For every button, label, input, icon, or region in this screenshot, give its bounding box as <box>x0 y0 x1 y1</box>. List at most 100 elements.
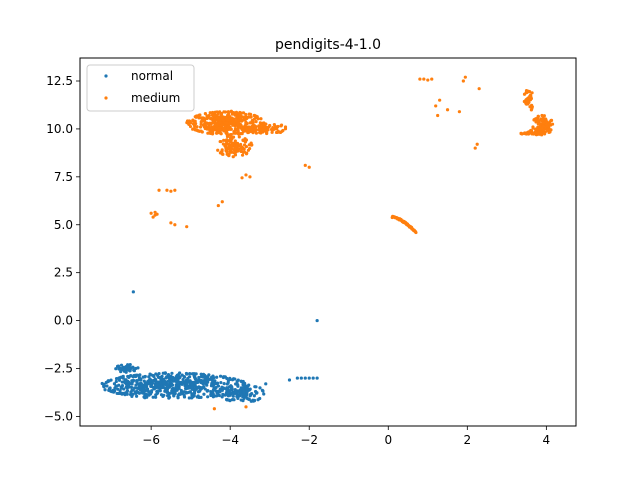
point-normal <box>197 375 201 380</box>
point-normal <box>166 394 170 398</box>
point-medium <box>542 114 546 118</box>
point-normal <box>188 390 192 394</box>
point-normal <box>220 385 224 389</box>
point-normal <box>261 389 265 393</box>
point-normal <box>252 394 256 398</box>
point-normal <box>157 372 161 376</box>
point-medium <box>205 116 209 121</box>
point-medium <box>253 113 257 118</box>
point-normal <box>170 391 174 395</box>
point-normal <box>215 375 219 379</box>
point-medium <box>438 98 442 102</box>
point-normal <box>108 386 112 390</box>
point-normal <box>212 381 217 386</box>
point-medium <box>258 130 262 135</box>
point-medium <box>173 188 177 192</box>
point-normal <box>160 385 164 390</box>
point-normal <box>228 388 232 392</box>
point-normal <box>120 384 125 388</box>
point-normal <box>128 381 132 386</box>
point-normal <box>217 393 221 398</box>
y-tick-label: −2.5 <box>44 362 73 376</box>
point-normal <box>299 376 303 380</box>
point-normal <box>214 394 218 398</box>
point-normal <box>155 383 159 387</box>
point-normal <box>178 392 182 396</box>
point-medium <box>169 221 173 225</box>
point-medium <box>220 123 224 127</box>
x-axis: −6 −4 −2 0 2 4 <box>142 426 550 447</box>
point-normal <box>105 384 109 388</box>
point-medium <box>225 134 230 139</box>
point-normal <box>173 376 177 381</box>
y-tick-label: −5.0 <box>44 409 73 423</box>
point-normal <box>245 387 249 391</box>
point-normal <box>148 372 152 376</box>
point-medium <box>208 121 212 125</box>
point-medium <box>536 114 540 118</box>
point-medium <box>157 188 161 192</box>
point-normal <box>143 385 147 389</box>
x-tick-label: −2 <box>300 433 318 447</box>
point-normal <box>226 394 231 398</box>
legend-label-medium: medium <box>131 91 180 105</box>
point-normal <box>142 379 146 383</box>
point-medium <box>233 153 238 157</box>
point-medium <box>215 110 219 114</box>
y-tick-label: 10.0 <box>46 122 73 136</box>
point-medium <box>203 123 208 128</box>
point-medium <box>540 113 544 118</box>
point-medium <box>211 125 215 129</box>
point-medium <box>544 120 549 124</box>
legend-box <box>86 64 195 112</box>
point-medium <box>220 200 224 204</box>
point-normal <box>187 375 192 379</box>
point-normal <box>144 392 148 396</box>
point-medium <box>198 125 203 129</box>
point-medium <box>248 146 252 151</box>
point-medium <box>218 128 222 133</box>
point-normal <box>135 386 139 390</box>
point-medium <box>548 130 552 134</box>
point-normal <box>199 395 203 399</box>
point-normal <box>216 384 221 388</box>
point-medium <box>436 113 440 118</box>
point-medium <box>541 124 545 128</box>
point-medium <box>475 142 479 146</box>
point-medium <box>169 189 173 193</box>
point-medium <box>173 223 177 227</box>
point-medium <box>226 118 230 122</box>
point-normal <box>206 395 210 399</box>
point-normal <box>154 395 158 399</box>
point-medium <box>229 132 233 137</box>
point-medium <box>155 212 159 216</box>
point-medium <box>222 138 226 142</box>
point-medium <box>545 124 549 128</box>
point-medium <box>244 405 248 409</box>
point-normal <box>119 386 123 390</box>
point-normal <box>124 378 128 382</box>
point-normal <box>206 379 210 384</box>
point-medium <box>200 119 204 123</box>
point-normal <box>315 318 319 323</box>
point-normal <box>190 383 194 387</box>
x-tick-label: −6 <box>142 433 160 447</box>
point-medium <box>477 87 481 91</box>
plot-frame <box>79 57 577 427</box>
point-normal <box>140 391 145 395</box>
point-medium <box>256 117 260 121</box>
point-medium <box>203 112 207 116</box>
point-medium <box>208 131 212 136</box>
point-medium <box>414 230 418 235</box>
point-medium <box>537 119 541 123</box>
point-normal <box>252 398 257 403</box>
point-medium <box>426 78 430 82</box>
point-medium <box>245 127 249 131</box>
point-normal <box>175 380 179 384</box>
point-medium <box>247 125 251 129</box>
legend-label-normal: normal <box>131 69 173 83</box>
point-medium <box>528 105 532 109</box>
point-medium <box>218 139 222 144</box>
point-normal <box>209 375 214 379</box>
point-normal <box>102 382 106 387</box>
